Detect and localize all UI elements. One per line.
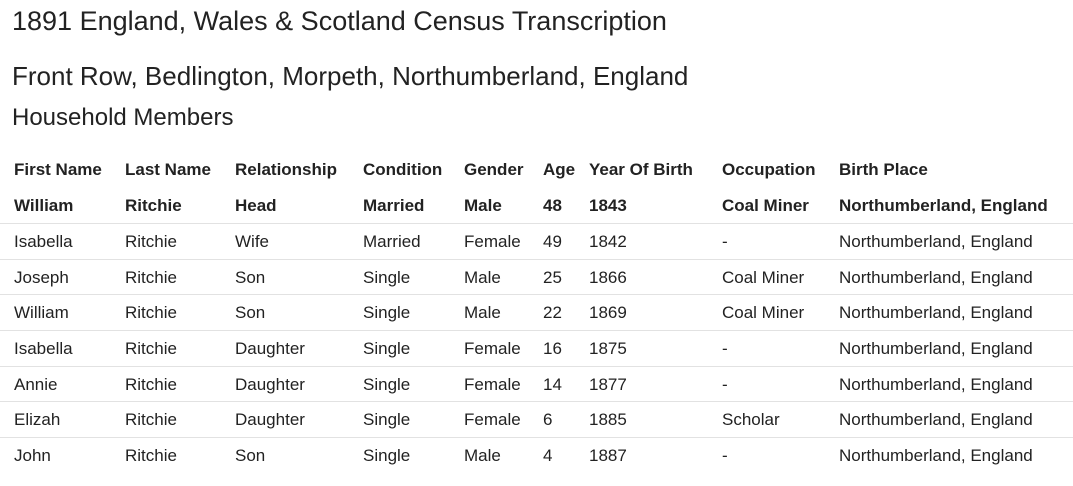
section-heading: Household Members [12, 104, 234, 131]
table-cell: 22 [543, 303, 562, 323]
table-cell: 1877 [589, 374, 627, 394]
column-header: Condition [363, 160, 443, 179]
table-cell: Isabella [14, 338, 73, 358]
column-header: First Name [14, 160, 102, 179]
table-cell: Northumberland, England [839, 410, 1033, 430]
column-header: Year Of Birth [589, 160, 693, 179]
table-cell: 6 [543, 410, 553, 430]
table-cell: Single [363, 410, 411, 430]
table-cell: Male [464, 195, 502, 215]
table-cell: Married [363, 232, 421, 252]
table-cell: Female [464, 410, 521, 430]
table-cell: Northumberland, England [839, 232, 1033, 252]
table-cell: Married [363, 195, 425, 215]
table-cell: Single [363, 374, 411, 394]
table-cell: Ritchie [125, 303, 177, 323]
table-cell: 49 [543, 232, 562, 252]
column-header: Birth Place [839, 160, 928, 179]
table-cell: Coal Miner [722, 303, 805, 323]
table-cell: Joseph [14, 267, 69, 287]
table-cell: Northumberland, England [839, 338, 1033, 358]
table-row: Isabella Ritchie Wife Married Female 49 1842 - N… [0, 223, 1073, 259]
table-cell: - [722, 374, 728, 394]
table-cell: 1885 [589, 410, 627, 430]
column-header: Age [543, 160, 576, 179]
table-cell: Single [363, 338, 411, 358]
column-header: Relationship [235, 160, 338, 179]
table-row: John Ritchie Son Single Male 4 1887 - Northumber… [0, 436, 1073, 473]
table-row: Elizah Ritchie Daughter Single Female 6 1885 Sc… [0, 401, 1073, 437]
table-cell: Northumberland, England [839, 195, 1048, 215]
table-cell: Daughter [235, 338, 305, 358]
table-cell: 48 [543, 195, 562, 215]
table-cell: Elizah [14, 410, 61, 430]
table-cell: Isabella [14, 232, 73, 252]
table-cell: Ritchie [125, 195, 182, 215]
table-cell: Northumberland, England [839, 374, 1033, 394]
table-row: Isabella Ritchie Daughter Single Female 16 187… [0, 329, 1073, 366]
table-row: Annie Ritchie Daughter Single Female 14 1877 - N… [0, 365, 1073, 402]
table-cell: Male [464, 445, 501, 465]
table-cell: Wife [235, 232, 269, 252]
header-row: First Name Last Name Relationship Condition… [0, 152, 1073, 188]
table-cell: Northumberland, England [839, 303, 1033, 323]
table-row: Joseph Ritchie Son Single Male 25 1866 Coal Min… [0, 258, 1073, 295]
table-cell: Ritchie [125, 445, 177, 465]
table-cell: Coal Miner [722, 267, 805, 287]
page-title: 1891 England, Wales & Scotland Census Tr… [12, 6, 667, 36]
table-cell: Ritchie [125, 374, 177, 394]
table-cell: 1887 [589, 445, 627, 465]
table-cell: Female [464, 374, 521, 394]
column-header: Gender [464, 160, 524, 179]
table-cell: William [14, 195, 74, 215]
table-cell: 1866 [589, 267, 627, 287]
column-header: Occupation [722, 160, 816, 179]
table-cell: Male [464, 267, 501, 287]
table-cell: Female [464, 338, 521, 358]
table-cell: Ritchie [125, 410, 177, 430]
table-cell: William [14, 303, 69, 323]
table-cell: - [722, 445, 728, 465]
table-cell: Coal Miner [722, 195, 809, 215]
table-cell: Annie [14, 374, 58, 394]
table-cell: 1875 [589, 338, 627, 358]
table-cell: 4 [543, 445, 553, 465]
table-row: William Ritchie Head Married Male 48 1843 Coal … [0, 188, 1073, 224]
table-cell: Northumberland, England [839, 267, 1033, 287]
table-cell: 1842 [589, 232, 627, 252]
table-cell: Son [235, 303, 266, 323]
table-cell: Single [363, 303, 411, 323]
table-cell: Daughter [235, 410, 305, 430]
table-cell: 14 [543, 374, 562, 394]
table-cell: - [722, 232, 728, 252]
table-cell: Male [464, 303, 501, 323]
table-cell: 1843 [589, 195, 627, 215]
table-cell: Son [235, 267, 266, 287]
table-cell: Ritchie [125, 232, 177, 252]
table-cell: Head [235, 195, 277, 215]
table-cell: Northumberland, England [839, 445, 1033, 465]
table-cell: Ritchie [125, 267, 177, 287]
household-table: First Name Last Name Relationship Condition… [0, 152, 1073, 472]
table-cell: Single [363, 267, 411, 287]
column-header: Last Name [125, 160, 211, 179]
table-cell: Female [464, 232, 521, 252]
table-cell: Scholar [722, 410, 780, 430]
table-cell: - [722, 338, 728, 358]
table-cell: 16 [543, 338, 562, 358]
table-cell: John [14, 445, 51, 465]
table-row: William Ritchie Son Single Male 22 1869 Coal Mi… [0, 294, 1073, 330]
table-cell: 1869 [589, 303, 627, 323]
address: Front Row, Bedlington, Morpeth, Northumb… [12, 61, 689, 91]
table-cell: 25 [543, 267, 562, 287]
table-cell: Single [363, 445, 411, 465]
table-cell: Ritchie [125, 338, 177, 358]
table-cell: Son [235, 445, 266, 465]
table-cell: Daughter [235, 374, 305, 394]
